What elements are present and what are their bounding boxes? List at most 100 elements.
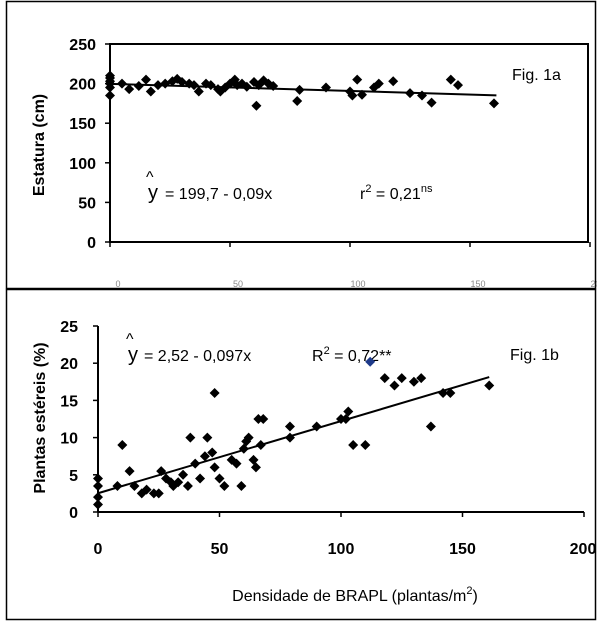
data-point-1b bbox=[209, 387, 220, 398]
x-tick-label-1b: 200 bbox=[570, 541, 597, 558]
data-point-1b bbox=[438, 387, 449, 398]
y-tick-label-1b: 5 bbox=[69, 468, 78, 485]
data-point-1b bbox=[416, 373, 427, 384]
data-point-1a bbox=[153, 80, 163, 91]
ylabel-1a: Estatura (cm) bbox=[31, 94, 48, 196]
data-point-1b bbox=[153, 488, 164, 499]
x-tick-label-1b: 50 bbox=[211, 541, 229, 558]
data-point-1b bbox=[93, 499, 103, 510]
data-point-1b bbox=[124, 466, 135, 477]
data-point-1a bbox=[193, 86, 204, 97]
data-point-1b bbox=[311, 421, 322, 432]
data-point-1b bbox=[117, 440, 128, 451]
xlabel-end-1b: ) bbox=[473, 588, 478, 605]
data-point-1b bbox=[284, 421, 295, 432]
data-point-1a bbox=[189, 80, 199, 91]
data-point-1a bbox=[445, 74, 456, 85]
data-point-1a bbox=[241, 81, 252, 92]
data-point-1a bbox=[145, 86, 156, 97]
data-point-1b bbox=[379, 373, 390, 384]
data-point-1a bbox=[117, 78, 127, 89]
x-tick-label-1a: 50 bbox=[233, 279, 243, 289]
x-tick-label-1a: 100 bbox=[350, 279, 365, 289]
data-point-1b bbox=[202, 432, 213, 443]
data-point-1a bbox=[292, 96, 303, 107]
data-point-1b bbox=[236, 480, 247, 491]
data-point-1b bbox=[93, 473, 103, 484]
data-point-1b bbox=[389, 380, 400, 391]
data-point-1b bbox=[173, 477, 184, 488]
data-point-1b bbox=[243, 432, 254, 443]
data-point-1a bbox=[453, 80, 463, 91]
data-point-1b bbox=[129, 480, 140, 491]
y-tick-label-1a: 250 bbox=[69, 37, 96, 54]
r2-text-1a: r2 = 0,21ns bbox=[360, 183, 433, 203]
data-point-1b bbox=[214, 473, 225, 484]
equation-1a: y ^ = 199,7 - 0,09x r2 = 0,21ns bbox=[146, 169, 433, 204]
data-point-1b bbox=[207, 447, 218, 458]
data-point-1a bbox=[251, 100, 262, 111]
r-value-1b: = 0,72** bbox=[330, 348, 392, 365]
y-tick-label-1b: 25 bbox=[60, 319, 78, 336]
data-point-1b bbox=[250, 462, 261, 473]
data-point-1a bbox=[373, 78, 384, 89]
data-point-1b bbox=[185, 432, 196, 443]
x-tick-label-1b: 0 bbox=[94, 541, 103, 558]
data-point-1b bbox=[360, 440, 371, 451]
data-point-1b bbox=[484, 380, 495, 391]
data-point-1a bbox=[133, 80, 144, 91]
data-point-1a bbox=[177, 77, 187, 88]
y-tick-label-1a: 150 bbox=[69, 116, 96, 133]
data-point-1b bbox=[209, 462, 220, 473]
y-tick-label-1b: 0 bbox=[69, 505, 78, 522]
data-point-1b bbox=[258, 414, 269, 424]
data-point-1b bbox=[182, 480, 193, 491]
data-point-1a bbox=[426, 97, 437, 108]
data-point-1b bbox=[219, 480, 230, 491]
x-tick-label-1a: 150 bbox=[470, 279, 485, 289]
data-point-1a bbox=[294, 84, 305, 95]
data-point-1b bbox=[248, 454, 259, 465]
yhat-caret-1a: ^ bbox=[146, 169, 154, 186]
data-point-1b bbox=[195, 473, 206, 484]
figure-label-1b: Fig. 1b bbox=[510, 347, 559, 364]
data-point-1b bbox=[425, 421, 436, 432]
r-sig-1a: ns bbox=[421, 183, 433, 195]
xlabel-1b: Densidade de BRAPL (plantas/m2) bbox=[232, 585, 478, 605]
panel-border-1b bbox=[5, 288, 597, 621]
y-tick-label-1a: 0 bbox=[87, 235, 96, 252]
data-point-1a bbox=[141, 74, 151, 85]
y-tick-label-1a: 200 bbox=[69, 77, 96, 94]
data-point-1b bbox=[340, 414, 351, 424]
data-point-1a bbox=[352, 74, 363, 85]
data-point-1b bbox=[112, 480, 123, 491]
data-point-1a bbox=[417, 90, 427, 101]
figure-label-1a: Fig. 1a bbox=[512, 67, 561, 84]
data-point-1b bbox=[190, 458, 201, 469]
r-value-1a: = 0,21 bbox=[371, 186, 420, 203]
xlabel-main-1b: Densidade de BRAPL (plantas/m bbox=[232, 588, 466, 605]
data-point-1a bbox=[321, 82, 331, 93]
data-point-1b bbox=[238, 443, 249, 454]
x-tick-label-1a: 0 bbox=[115, 279, 120, 289]
r-power-1a: 2 bbox=[365, 183, 371, 195]
yhat-symbol-1a: y bbox=[148, 182, 158, 204]
x-tick-label-1b: 100 bbox=[328, 541, 355, 558]
r2-text-1b: R2 = 0,72** bbox=[312, 345, 392, 365]
data-point-1a bbox=[105, 70, 115, 81]
equation-1b: y ^ = 2,52 - 0,097x R2 = 0,72** bbox=[126, 331, 392, 366]
data-point-1b bbox=[178, 469, 189, 480]
data-point-1b bbox=[156, 466, 167, 477]
r-label-1b: R bbox=[312, 348, 324, 365]
data-point-1b bbox=[93, 492, 103, 503]
data-point-1a bbox=[268, 80, 279, 91]
marks-panel-1a: 0 50 100 150 200 250 0 50 100 150 200 bbox=[69, 37, 597, 289]
x-tick-label-1b: 150 bbox=[449, 541, 476, 558]
data-point-1b bbox=[141, 484, 152, 495]
data-point-1a bbox=[124, 84, 135, 95]
marks-panel-1b: 0 5 10 15 20 25 0 50 100 150 200 bbox=[60, 319, 596, 558]
x-tick-label-1a: 200 bbox=[590, 279, 597, 289]
data-point-1a bbox=[205, 80, 216, 91]
data-point-1b bbox=[93, 480, 103, 491]
